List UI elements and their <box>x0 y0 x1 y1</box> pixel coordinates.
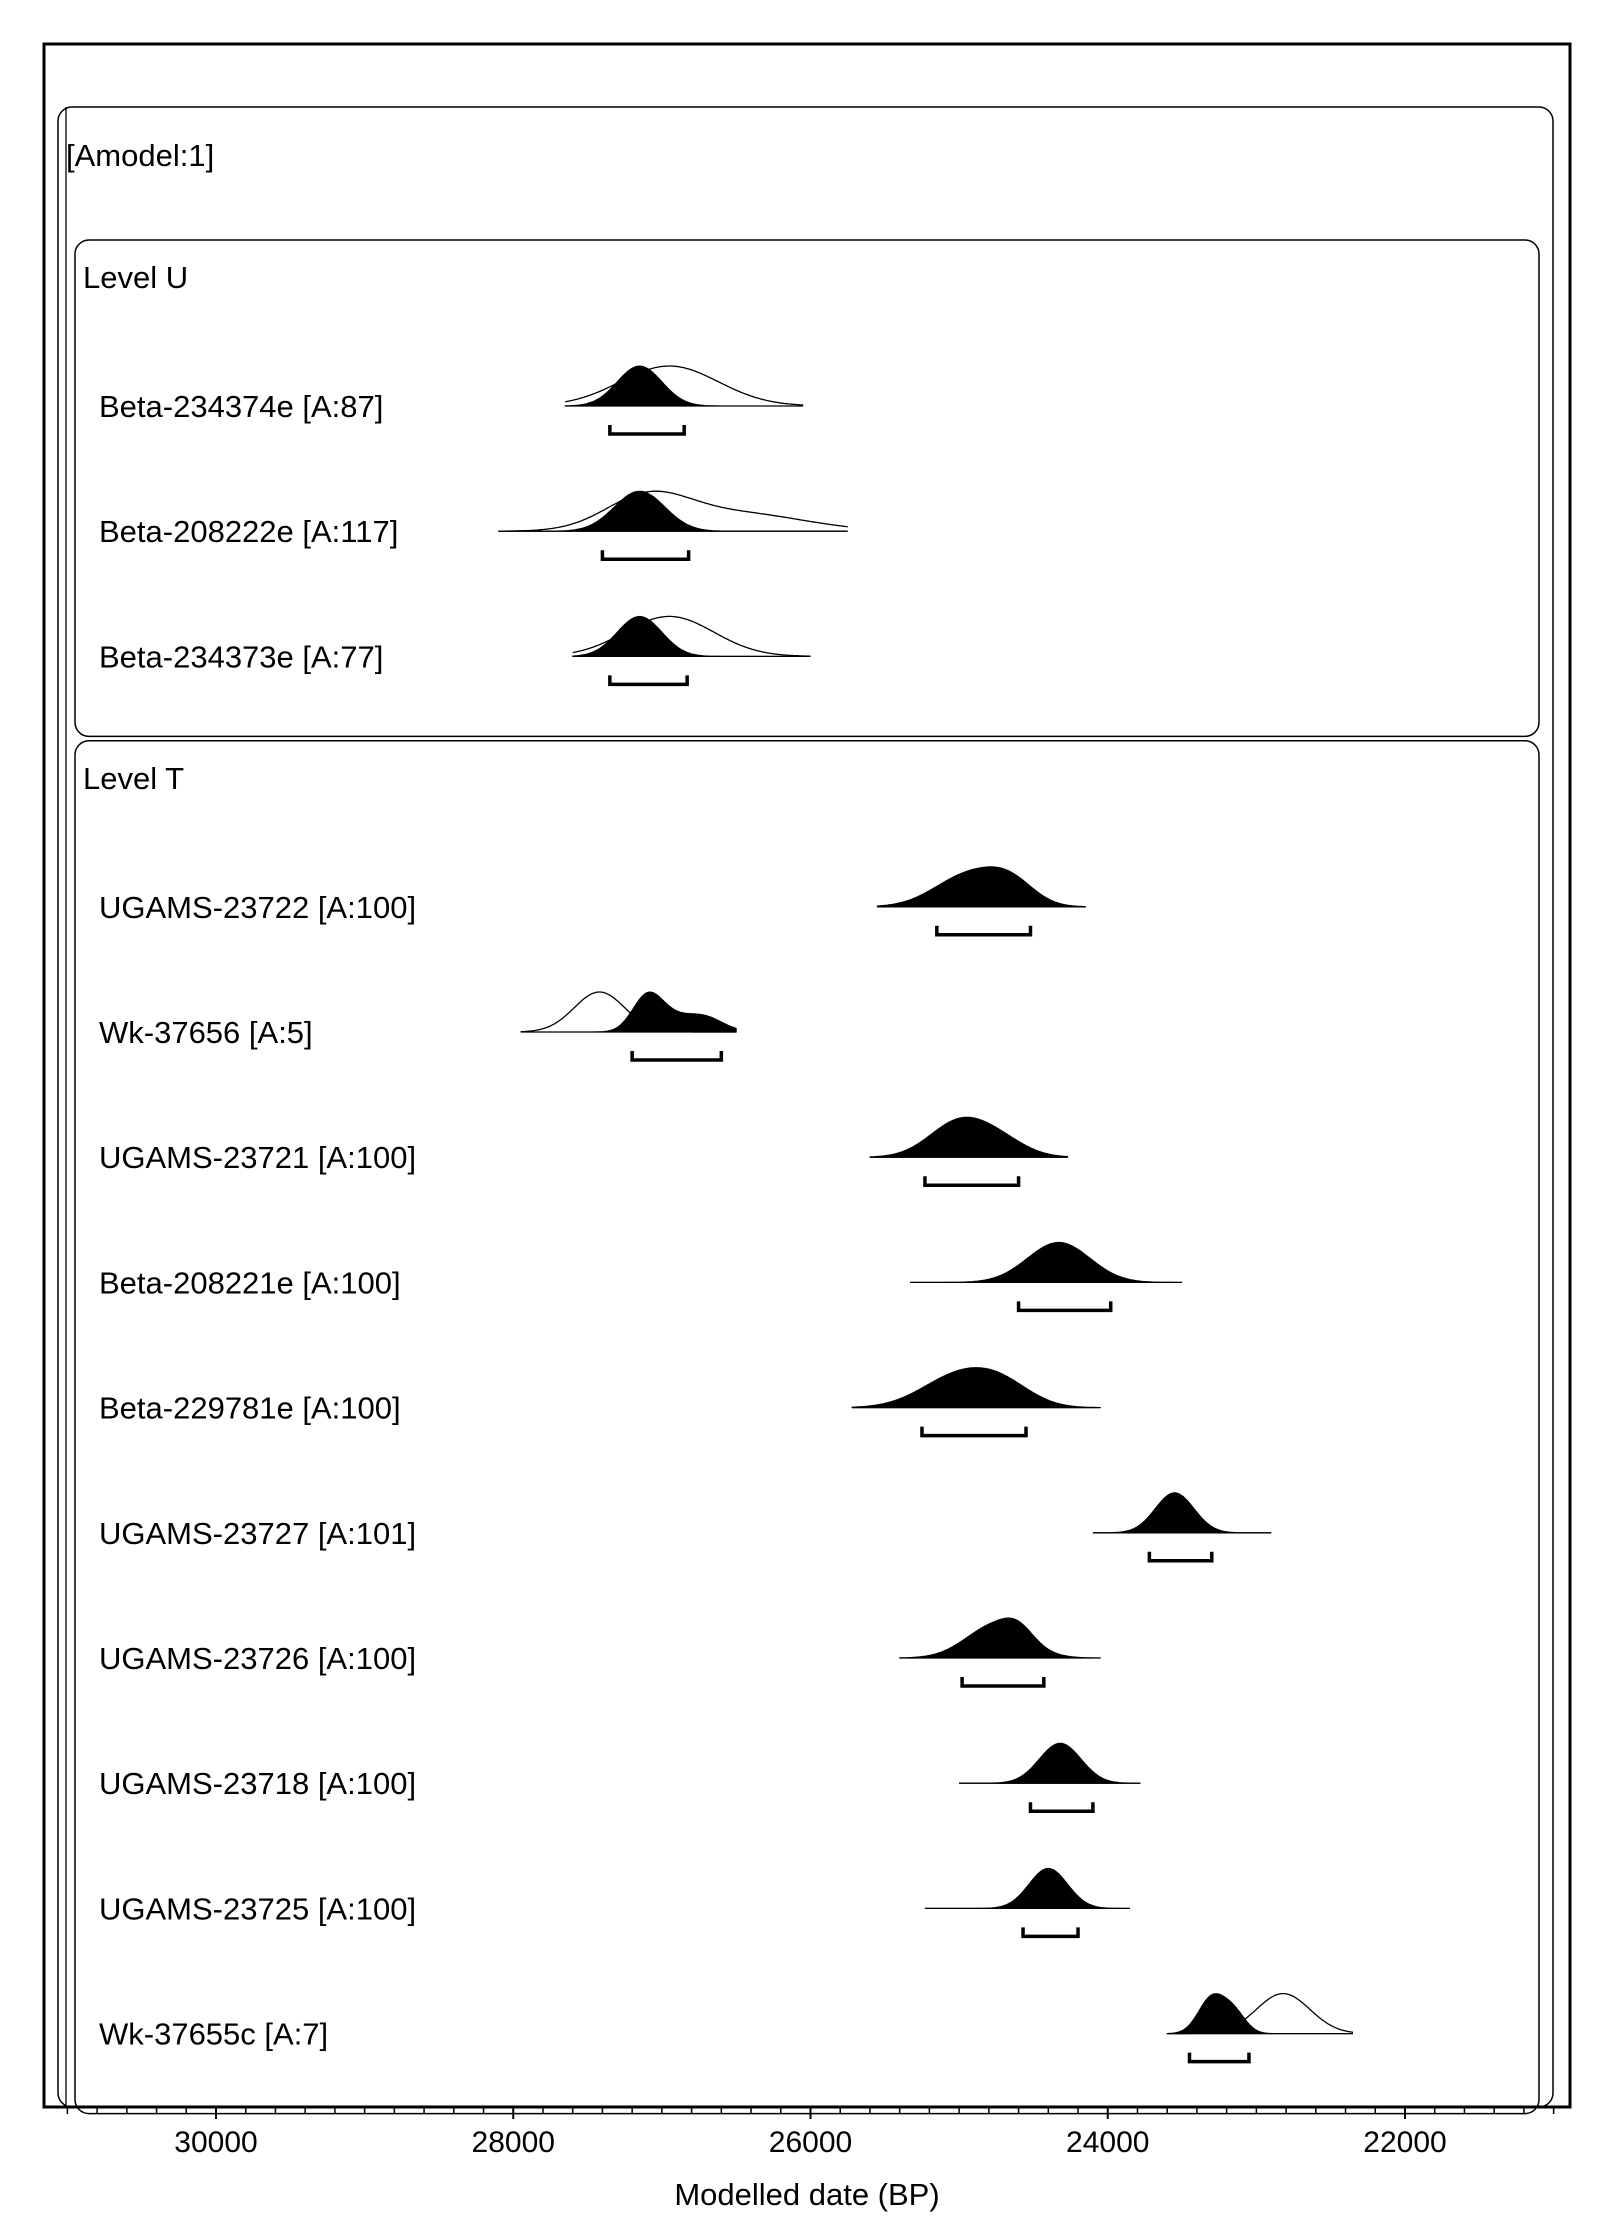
sample-row: UGAMS-23718 [A:100] <box>99 1742 1141 1813</box>
tick-label: 30000 <box>174 2126 257 2159</box>
sample-label: UGAMS-23727 [A:101] <box>99 1516 416 1551</box>
group-2: Level T UGAMS-23722 [A:100] Wk-37656 [A:5]… <box>74 740 1540 2115</box>
sample-label: Wk-37655c [A:7] <box>99 2017 328 2052</box>
hpd-range-bracket <box>600 550 691 561</box>
hpd-range-bracket <box>960 1677 1046 1688</box>
sample-row: UGAMS-23722 [A:100] <box>99 866 1086 937</box>
modelled-distribution <box>520 991 737 1033</box>
hpd-range-bracket <box>1187 2052 1251 2064</box>
hpd-range-bracket <box>935 925 1033 937</box>
group-1: Level U Beta-234374e [A:87] Beta-208222e [… <box>74 239 1540 738</box>
sample-row: Beta-229781e [A:100] <box>99 1367 1101 1438</box>
sample-label: UGAMS-23718 [A:100] <box>99 1766 416 1801</box>
sample-row: UGAMS-23725 [A:100] <box>99 1867 1131 1939</box>
modelled-distribution <box>876 866 1086 908</box>
tick-label: 26000 <box>769 2126 852 2159</box>
tick-label: 28000 <box>472 2126 555 2159</box>
modelled-distribution <box>498 490 848 532</box>
sample-label: Beta-234374e [A:87] <box>99 389 383 424</box>
hpd-range-bracket <box>608 425 686 436</box>
sample-row: UGAMS-23727 [A:101] <box>99 1492 1272 1563</box>
tick-label: 24000 <box>1066 2126 1149 2159</box>
hpd-range-bracket <box>1028 1802 1095 1813</box>
sample-label: Beta-229781e [A:100] <box>99 1391 401 1426</box>
sample-label: UGAMS-23722 [A:100] <box>99 890 416 925</box>
sample-label: Beta-208222e [A:117] <box>99 514 398 549</box>
sample-row: Beta-234373e [A:77] <box>99 615 811 687</box>
hpd-range-bracket <box>1147 1551 1214 1563</box>
hpd-range-bracket <box>923 1176 1021 1187</box>
sample-row: UGAMS-23721 [A:100] <box>99 1116 1069 1187</box>
hpd-range-bracket <box>630 1051 724 1062</box>
x-axis-title: Modelled date (BP) <box>674 2177 939 2212</box>
model-label: [Amodel:1] <box>66 138 214 173</box>
hpd-range-bracket <box>608 675 689 687</box>
modelled-distribution <box>910 1241 1183 1283</box>
sample-label: Beta-234373e [A:77] <box>99 639 383 674</box>
modelled-distribution <box>924 1867 1130 1909</box>
modelled-distribution <box>1166 1993 1353 2035</box>
sample-row: Beta-234374e [A:87] <box>99 365 804 436</box>
hpd-range-bracket <box>1021 1927 1080 1939</box>
model-box <box>57 106 1554 2108</box>
sample-label: UGAMS-23726 [A:100] <box>99 1641 416 1676</box>
group-label: Level U <box>83 260 188 295</box>
tick-label: 22000 <box>1363 2126 1446 2159</box>
sample-row: UGAMS-23726 [A:100] <box>99 1617 1101 1688</box>
unmodelled-distribution <box>498 490 848 532</box>
group-box <box>74 239 1540 738</box>
hpd-range-bracket <box>1016 1301 1113 1313</box>
sample-row: Beta-208221e [A:100] <box>99 1241 1183 1313</box>
sample-row: Wk-37656 [A:5] <box>99 991 737 1062</box>
sample-row: Beta-208222e [A:117] <box>99 490 848 561</box>
hpd-range-bracket <box>920 1426 1028 1438</box>
modelled-distribution <box>851 1367 1101 1409</box>
modelled-distribution <box>564 365 804 407</box>
unmodelled-distribution <box>565 365 804 406</box>
model-layer: [Amodel:1] Level U Beta-234374e [A:87] Beta… <box>57 106 1554 2115</box>
modelled-distribution <box>572 615 811 657</box>
sample-row: Wk-37655c [A:7] <box>99 1992 1354 2064</box>
modelled-distribution <box>959 1742 1141 1784</box>
modelled-distribution <box>1092 1492 1272 1534</box>
sample-label: Beta-208221e [A:100] <box>99 1265 401 1300</box>
group-label: Level T <box>83 761 184 796</box>
sample-label: UGAMS-23725 [A:100] <box>99 1891 416 1926</box>
modelled-distribution <box>869 1116 1069 1158</box>
modelled-distribution <box>899 1617 1101 1659</box>
sample-label: Wk-37656 [A:5] <box>99 1015 313 1050</box>
x-axis: 30000 28000 26000 24000 22000 <box>66 2107 1555 2159</box>
group-box <box>74 740 1540 2115</box>
sample-label: UGAMS-23721 [A:100] <box>99 1140 416 1175</box>
